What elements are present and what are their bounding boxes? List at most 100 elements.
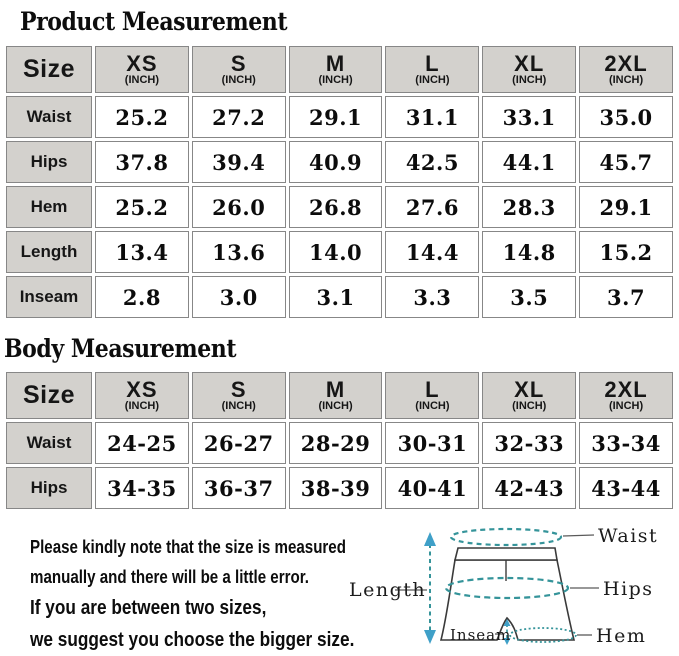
waistband-outline xyxy=(453,547,558,561)
size-header-2xl: 2XL (INCH) xyxy=(579,46,673,93)
size-column-header: Size xyxy=(6,372,92,419)
table-header-row: Size XS (INCH) S (INCH) M (INCH) L (INCH) XL (INCH… xyxy=(6,372,673,419)
shorts-measurement-diagram: Waist Hips Hem Length Inseam xyxy=(348,522,679,652)
unit-label: (INCH) xyxy=(512,74,547,86)
row-label-waist: Waist xyxy=(6,96,92,138)
shorts-diagram-svg: Waist Hips Hem Length Inseam xyxy=(349,525,658,647)
length-arrow xyxy=(424,532,436,644)
body-measurement-title: Body Measurement xyxy=(4,334,237,363)
unit-label: (INCH) xyxy=(221,74,256,86)
value-cell: 3.5 xyxy=(482,276,577,318)
value-cell: 38-39 xyxy=(288,467,383,509)
value-cell: 33-34 xyxy=(579,422,673,464)
value-cell: 29.1 xyxy=(288,96,383,138)
value-cell: 13.6 xyxy=(191,231,286,273)
table-row: Hips 37.8 39.4 40.9 42.5 44.1 45.7 xyxy=(6,141,673,183)
table-row: Waist 25.2 27.2 29.1 31.1 33.1 35.0 xyxy=(6,96,673,138)
size-header-l: L (INCH) xyxy=(385,372,480,419)
unit-label: (INCH) xyxy=(608,400,644,412)
value-cell: 34-35 xyxy=(95,467,189,509)
value-cell: 13.4 xyxy=(95,231,189,273)
value-cell: 36-37 xyxy=(191,467,286,509)
row-label-hips: Hips xyxy=(6,141,92,183)
size-header-2xl: 2XL (INCH) xyxy=(579,372,673,419)
value-cell: 42.5 xyxy=(385,141,480,183)
value-cell: 30-31 xyxy=(385,422,480,464)
size-name: XS xyxy=(126,51,158,76)
value-cell: 3.7 xyxy=(579,276,673,318)
value-cell: 40.9 xyxy=(288,141,383,183)
table-header-row: Size XS (INCH) S (INCH) M (INCH) L (INCH) XL (INCH… xyxy=(6,46,673,93)
note-line: Please kindly note that the size is meas… xyxy=(30,537,346,557)
unit-label: (INCH) xyxy=(318,74,353,86)
value-cell: 26.0 xyxy=(191,186,286,228)
size-name: 2XL xyxy=(604,377,648,402)
value-cell: 42-43 xyxy=(482,467,577,509)
value-cell: 43-44 xyxy=(579,467,673,509)
hips-measure-ellipse xyxy=(444,576,570,600)
value-cell: 25.2 xyxy=(95,186,189,228)
value-cell: 29.1 xyxy=(579,186,673,228)
inseam-arrow xyxy=(503,619,511,645)
size-header-xs: XS (INCH) xyxy=(95,372,189,419)
unit-label: (INCH) xyxy=(318,400,353,412)
row-label-inseam: Inseam xyxy=(6,276,92,318)
table-row: Waist 24-25 26-27 28-29 30-31 32-33 33-34 xyxy=(6,422,673,464)
table-row: Inseam 2.8 3.0 3.1 3.3 3.5 3.7 xyxy=(6,276,673,318)
value-cell: 27.2 xyxy=(191,96,286,138)
waist-label: Waist xyxy=(598,525,658,547)
size-header-s: S (INCH) xyxy=(191,46,286,93)
value-cell: 26-27 xyxy=(191,422,286,464)
row-label-waist: Waist xyxy=(6,422,92,464)
value-cell: 35.0 xyxy=(579,96,673,138)
note-line: If you are between two sizes, xyxy=(30,596,267,619)
value-cell: 39.4 xyxy=(191,141,286,183)
value-cell: 14.0 xyxy=(288,231,383,273)
size-header-xl: XL (INCH) xyxy=(482,46,577,93)
waist-connector-line xyxy=(562,534,595,537)
value-cell: 3.3 xyxy=(385,276,480,318)
value-cell: 27.6 xyxy=(385,186,480,228)
value-cell: 28-29 xyxy=(288,422,383,464)
unit-label: (INCH) xyxy=(124,74,160,86)
size-name: XL xyxy=(514,377,545,402)
body-measurement-table-container: Size XS (INCH) S (INCH) M (INCH) L (INCH) XL (INCH… xyxy=(0,369,679,512)
value-cell: 45.7 xyxy=(579,141,673,183)
value-cell: 25.2 xyxy=(95,96,189,138)
value-cell: 32-33 xyxy=(482,422,577,464)
value-cell: 2.8 xyxy=(95,276,189,318)
size-name: XL xyxy=(514,51,545,76)
size-name: M xyxy=(325,377,346,402)
table-row: Length 13.4 13.6 14.0 14.4 14.8 15.2 xyxy=(6,231,673,273)
measurement-table: Size XS (INCH) S (INCH) M (INCH) L (INCH) XL (INCH… xyxy=(3,369,676,512)
measurement-table: Size XS (INCH) S (INCH) M (INCH) L (INCH) XL (INCH… xyxy=(3,43,676,321)
value-cell: 14.4 xyxy=(385,231,480,273)
hem-label: Hem xyxy=(596,625,646,647)
hem-measure-ellipse xyxy=(509,627,577,643)
bottom-section: Please kindly note that the size is meas… xyxy=(0,520,679,656)
row-label-hips: Hips xyxy=(6,467,92,509)
value-cell: 15.2 xyxy=(579,231,673,273)
unit-label: (INCH) xyxy=(124,400,160,412)
value-cell: 28.3 xyxy=(482,186,577,228)
size-name: M xyxy=(325,51,346,76)
body-section-header: Body Measurement xyxy=(4,334,679,363)
unit-label: (INCH) xyxy=(512,400,547,412)
size-name: XS xyxy=(126,377,158,402)
unit-label: (INCH) xyxy=(608,74,644,86)
value-cell: 14.8 xyxy=(482,231,577,273)
product-measurement-title: Product Measurement xyxy=(20,7,288,36)
size-name: 2XL xyxy=(604,51,648,76)
unit-label: (INCH) xyxy=(415,74,450,86)
value-cell: 31.1 xyxy=(385,96,480,138)
value-cell: 24-25 xyxy=(95,422,189,464)
unit-label: (INCH) xyxy=(415,400,450,412)
row-label-length: Length xyxy=(6,231,92,273)
size-header-s: S (INCH) xyxy=(191,372,286,419)
inseam-label: Inseam xyxy=(450,626,511,644)
size-name: L xyxy=(425,51,440,76)
value-cell: 26.8 xyxy=(288,186,383,228)
value-cell: 33.1 xyxy=(482,96,577,138)
size-name: S xyxy=(230,51,247,76)
product-section-header: Product Measurement xyxy=(20,7,679,36)
